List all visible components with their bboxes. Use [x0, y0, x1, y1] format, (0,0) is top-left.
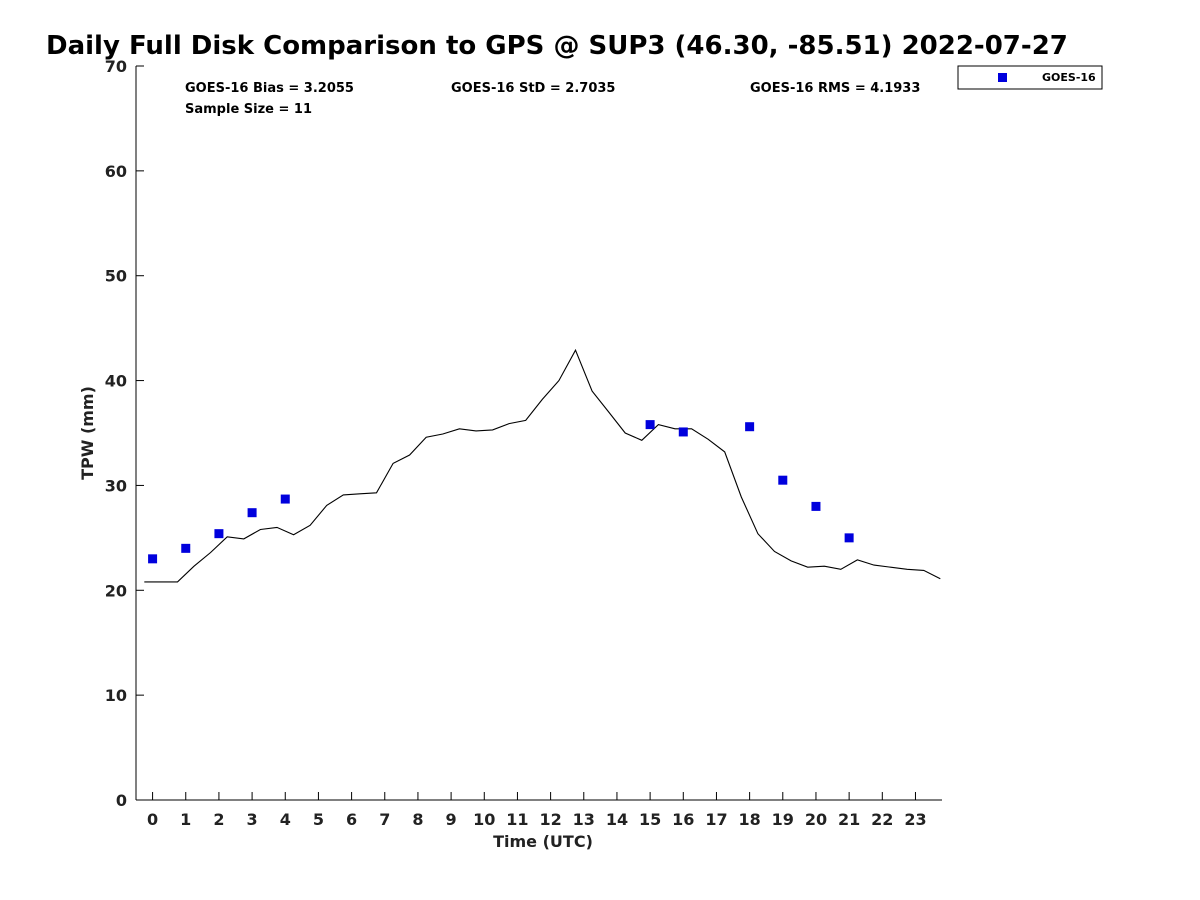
x-tick-label: 4: [280, 810, 291, 829]
goes16-point: [247, 508, 257, 518]
x-tick-label: 17: [705, 810, 727, 829]
goes16-point: [844, 533, 854, 543]
y-axis-label: TPW (mm): [78, 386, 97, 480]
goes16-point: [214, 529, 224, 539]
x-axis-label: Time (UTC): [493, 832, 593, 851]
goes16-point: [745, 422, 755, 432]
legend-box: [957, 65, 1103, 90]
y-axis: 0 10 20 30 40 50 60 70: [105, 57, 144, 810]
x-tick-label: 14: [606, 810, 628, 829]
legend-marker-goes16: [998, 73, 1007, 82]
x-tick-label: 3: [247, 810, 258, 829]
gps-tpw-line: [144, 348, 941, 583]
x-tick-label: 23: [904, 810, 926, 829]
x-tick-label: 9: [446, 810, 457, 829]
y-tick-label: 60: [105, 162, 127, 181]
x-tick-label: 21: [838, 810, 860, 829]
y-tick-label: 10: [105, 686, 127, 705]
sample-size-stat: Sample Size = 11: [185, 102, 312, 117]
goes16-point: [645, 420, 655, 430]
x-tick-label: 5: [313, 810, 324, 829]
y-tick-label: 20: [105, 581, 127, 600]
plot-frame: [135, 66, 942, 801]
x-tick-label: 22: [871, 810, 893, 829]
x-tick-label: 0: [147, 810, 158, 829]
goes16-point: [678, 427, 688, 437]
goes16-point: [280, 494, 290, 504]
goes16-point: [811, 501, 821, 511]
legend: GOES-16: [957, 65, 1103, 90]
y-tick-label: 50: [105, 267, 127, 286]
x-tick-label: 7: [379, 810, 390, 829]
x-tick-label: 13: [573, 810, 595, 829]
legend-label-goes16: GOES-16: [1042, 71, 1096, 84]
y-tick-label: 0: [116, 791, 127, 810]
x-tick-label: 1: [180, 810, 191, 829]
goes16-point: [181, 543, 191, 553]
chart-title: Daily Full Disk Comparison to GPS @ SUP3…: [46, 31, 1068, 61]
x-tick-label: 11: [506, 810, 528, 829]
goes16-point: [778, 475, 788, 485]
x-tick-label: 15: [639, 810, 661, 829]
bias-stat: GOES-16 Bias = 3.2055: [185, 81, 354, 96]
x-tick-label: 16: [672, 810, 694, 829]
x-tick-label: 8: [412, 810, 423, 829]
series-layer: [144, 348, 941, 583]
x-tick-label: 12: [539, 810, 561, 829]
y-tick-label: 40: [105, 372, 127, 391]
x-tick-label: 10: [473, 810, 495, 829]
std-stat: GOES-16 StD = 2.7035: [451, 81, 615, 96]
x-axis: 0 1 2 3 4 5 6 7 8 9 10 11 12 13 14 15 16 17 18 19 20 21 22 23: [147, 792, 927, 829]
rms-stat: GOES-16 RMS = 4.1933: [750, 81, 920, 96]
x-tick-label: 20: [805, 810, 827, 829]
goes16-point: [148, 554, 158, 564]
y-tick-label: 30: [105, 476, 127, 495]
y-tick-label: 70: [105, 57, 127, 76]
x-tick-label: 19: [772, 810, 794, 829]
x-tick-label: 18: [738, 810, 760, 829]
x-tick-label: 2: [213, 810, 224, 829]
x-tick-label: 6: [346, 810, 357, 829]
